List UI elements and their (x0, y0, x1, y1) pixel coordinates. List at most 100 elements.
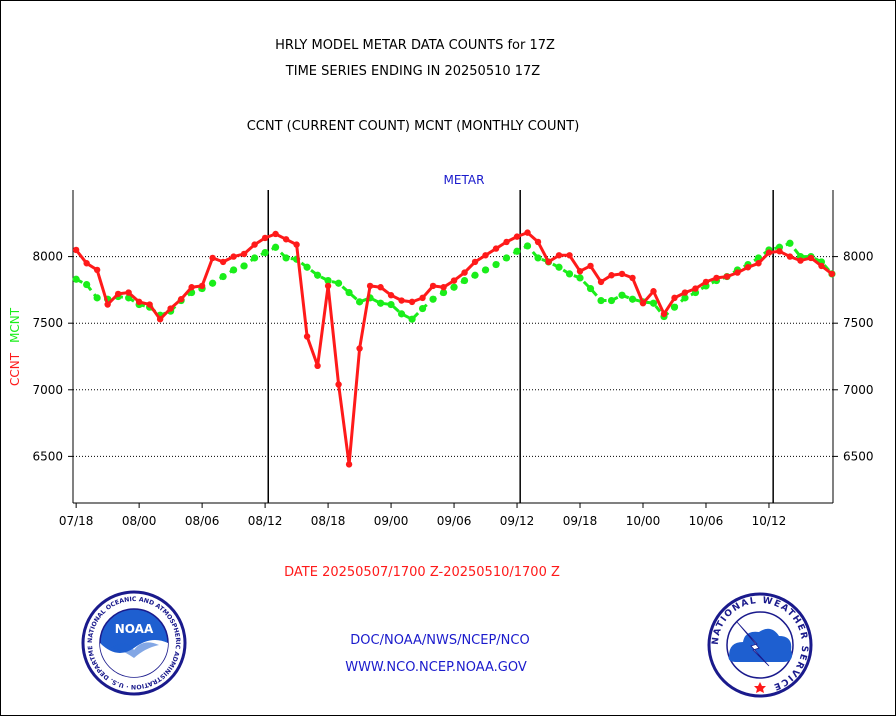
chart-title-line1: HRLY MODEL METAR DATA COUNTS for 17Z (275, 38, 555, 53)
series-layer (72, 229, 836, 468)
data-point-ccnt (681, 289, 689, 296)
y-tick-label-right: 7500 (843, 316, 874, 330)
data-point-ccnt (335, 381, 342, 388)
data-point-mcnt (72, 275, 80, 283)
data-point-mcnt (481, 266, 490, 274)
y-tick-label-right: 6500 (843, 449, 874, 463)
y-axis-label-mcnt: MCNT (8, 307, 22, 343)
data-point-mcnt (681, 294, 689, 302)
data-point-ccnt (786, 253, 794, 260)
data-point-ccnt (702, 278, 710, 286)
star-icon (754, 682, 766, 693)
data-point-mcnt (313, 271, 322, 279)
data-point-ccnt (650, 288, 657, 295)
data-point-mcnt (513, 247, 521, 255)
data-point-mcnt (607, 296, 616, 305)
data-point-ccnt (209, 254, 216, 262)
data-point-mcnt (586, 284, 595, 293)
data-point-ccnt (324, 282, 332, 290)
data-point-mcnt (576, 274, 584, 282)
data-point-ccnt (755, 260, 762, 267)
data-point-mcnt (282, 254, 290, 262)
series-line-ccnt (74, 231, 833, 466)
data-point-ccnt (272, 230, 279, 238)
data-point-mcnt (219, 272, 227, 281)
website-link[interactable]: WWW.NCO.NCEP.NOAA.GOV (345, 660, 527, 675)
data-point-mcnt (534, 254, 542, 262)
nws-logo: NATIONAL WEATHER SERVICE (707, 592, 813, 698)
data-point-mcnt (565, 270, 574, 278)
data-point-mcnt (397, 310, 406, 318)
data-point-ccnt (744, 264, 752, 271)
data-point-ccnt (797, 257, 804, 264)
data-point-ccnt (450, 277, 458, 284)
data-point-ccnt (576, 268, 584, 275)
x-tick-label: 07/18 (59, 514, 94, 528)
data-point-mcnt (618, 291, 626, 299)
data-point-ccnt (408, 298, 416, 306)
data-point-ccnt (230, 253, 237, 260)
data-point-ccnt (167, 305, 174, 312)
data-point-mcnt (670, 303, 679, 311)
data-point-mcnt (418, 304, 427, 313)
data-point-ccnt (828, 270, 836, 278)
data-point-ccnt (93, 266, 101, 274)
data-point-ccnt (135, 298, 143, 306)
data-point-ccnt (104, 301, 111, 308)
data-point-ccnt (72, 246, 80, 254)
data-point-ccnt (156, 315, 164, 323)
data-point-ccnt (597, 278, 605, 286)
data-point-ccnt (671, 294, 678, 302)
data-point-ccnt (429, 282, 437, 290)
plot-frame (72, 190, 834, 508)
data-point-mcnt (376, 299, 385, 307)
data-point-ccnt (818, 262, 825, 270)
data-point-ccnt (198, 282, 206, 290)
x-tick-label: 08/12 (248, 514, 283, 528)
data-point-ccnt (282, 236, 290, 243)
data-point-mcnt (450, 283, 458, 291)
data-point-ccnt (356, 345, 363, 352)
label-layer: 6500 6500 7000 7000 7500 7500 8000 8000 07/18 08/… (8, 173, 874, 528)
data-point-ccnt (293, 241, 300, 248)
x-tick-label: 09/12 (500, 514, 535, 528)
noaa-logo-text: NOAA (115, 622, 154, 636)
x-tick-label: 08/06 (185, 514, 220, 528)
data-point-mcnt (334, 279, 343, 287)
y-axis-label: CCNT MCNT (8, 307, 22, 386)
data-point-mcnt (324, 276, 332, 285)
data-point-mcnt (93, 294, 101, 302)
data-point-ccnt (545, 258, 552, 266)
y-tick-label-left: 8000 (32, 250, 63, 264)
y-tick-label-left: 7000 (32, 383, 63, 397)
org-line: DOC/NOAA/NWS/NCEP/NCO (350, 633, 530, 648)
x-tick-label: 10/12 (752, 514, 787, 528)
data-point-mcnt (251, 254, 259, 262)
data-point-ccnt (765, 249, 773, 256)
data-point-mcnt (429, 295, 437, 303)
y-tick-label-left: 7500 (32, 316, 63, 330)
y-axis-label-ccnt: CCNT (8, 352, 22, 386)
data-point-mcnt (387, 300, 395, 309)
data-point-mcnt (439, 288, 448, 297)
data-point-ccnt (566, 252, 573, 259)
data-point-mcnt (355, 298, 364, 306)
plot-title: METAR (444, 173, 485, 187)
data-point-mcnt (555, 263, 563, 271)
data-point-ccnt (471, 258, 479, 266)
x-tick-label: 08/18 (311, 514, 346, 528)
data-point-ccnt (114, 290, 122, 298)
data-point-ccnt (219, 258, 227, 266)
data-point-ccnt (188, 284, 195, 291)
data-point-mcnt (649, 299, 658, 307)
data-point-mcnt (786, 239, 794, 247)
data-point-ccnt (555, 252, 563, 259)
data-point-ccnt (240, 250, 248, 258)
data-point-ccnt (734, 269, 741, 276)
data-point-ccnt (345, 461, 353, 468)
date-range-label: DATE 20250507/1700 Z-20250510/1700 Z (284, 565, 560, 580)
data-point-mcnt (502, 254, 511, 262)
data-point-mcnt (230, 266, 238, 274)
data-point-mcnt (597, 296, 605, 305)
